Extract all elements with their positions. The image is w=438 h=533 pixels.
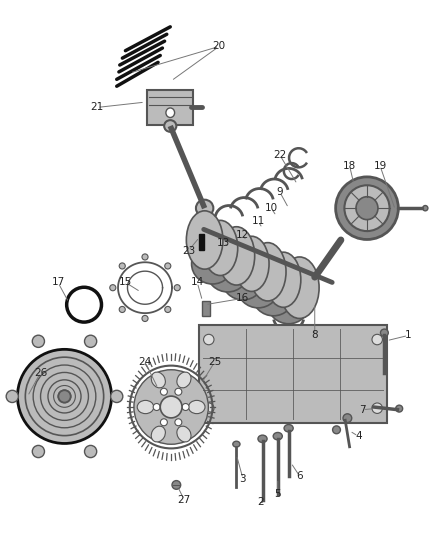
Text: 18: 18 — [343, 161, 356, 171]
Text: 3: 3 — [240, 474, 246, 483]
Ellipse shape — [423, 206, 428, 211]
Text: 5: 5 — [275, 489, 281, 499]
Text: 15: 15 — [119, 277, 132, 287]
Circle shape — [372, 403, 382, 414]
Circle shape — [142, 316, 148, 321]
Circle shape — [119, 306, 125, 312]
Circle shape — [175, 419, 182, 426]
Text: 6: 6 — [296, 471, 303, 481]
Ellipse shape — [203, 220, 238, 276]
Ellipse shape — [266, 252, 301, 308]
Ellipse shape — [188, 400, 205, 414]
Text: 4: 4 — [355, 431, 362, 441]
Ellipse shape — [258, 435, 267, 442]
Circle shape — [110, 285, 116, 291]
Circle shape — [182, 403, 189, 410]
Text: 26: 26 — [34, 368, 47, 377]
Text: 24: 24 — [138, 357, 152, 367]
Ellipse shape — [250, 243, 286, 301]
Text: 20: 20 — [212, 42, 226, 52]
Ellipse shape — [284, 424, 293, 432]
Ellipse shape — [381, 329, 389, 336]
Circle shape — [204, 403, 214, 414]
Ellipse shape — [196, 200, 213, 216]
Text: 19: 19 — [374, 161, 387, 171]
Ellipse shape — [177, 426, 191, 442]
Circle shape — [85, 446, 97, 458]
Circle shape — [160, 419, 167, 426]
Circle shape — [32, 446, 45, 458]
Circle shape — [6, 390, 18, 402]
Ellipse shape — [186, 211, 223, 269]
Ellipse shape — [222, 260, 264, 300]
Text: 11: 11 — [251, 216, 265, 227]
Text: 14: 14 — [191, 277, 204, 287]
Ellipse shape — [344, 185, 389, 231]
Circle shape — [160, 396, 182, 418]
Text: 22: 22 — [273, 150, 286, 160]
Ellipse shape — [356, 197, 378, 220]
Text: 16: 16 — [237, 293, 250, 303]
FancyBboxPatch shape — [147, 91, 193, 125]
Ellipse shape — [137, 400, 154, 414]
Circle shape — [58, 390, 71, 402]
Text: 7: 7 — [359, 405, 366, 415]
Ellipse shape — [273, 432, 283, 440]
Text: 27: 27 — [177, 495, 191, 505]
Ellipse shape — [218, 227, 254, 285]
Ellipse shape — [151, 426, 166, 442]
Ellipse shape — [151, 372, 166, 388]
Ellipse shape — [280, 257, 319, 318]
Circle shape — [119, 263, 125, 269]
Circle shape — [343, 414, 352, 423]
Circle shape — [153, 403, 160, 410]
Text: 2: 2 — [257, 497, 264, 507]
Circle shape — [111, 390, 123, 402]
Ellipse shape — [253, 276, 294, 316]
Ellipse shape — [177, 372, 191, 388]
Text: 10: 10 — [265, 203, 278, 213]
Text: 13: 13 — [217, 238, 230, 248]
Text: 12: 12 — [237, 230, 250, 240]
Circle shape — [372, 334, 382, 345]
Circle shape — [18, 349, 112, 443]
Ellipse shape — [237, 268, 279, 308]
Circle shape — [175, 388, 182, 395]
Circle shape — [174, 285, 180, 291]
Circle shape — [204, 334, 214, 345]
Ellipse shape — [268, 284, 310, 324]
FancyBboxPatch shape — [199, 325, 387, 423]
Text: 17: 17 — [51, 277, 64, 287]
Text: 9: 9 — [277, 187, 283, 197]
Ellipse shape — [234, 236, 269, 292]
Circle shape — [332, 426, 340, 434]
Ellipse shape — [233, 441, 240, 447]
Text: 25: 25 — [208, 357, 221, 367]
Bar — [202, 301, 210, 316]
Text: 1: 1 — [405, 330, 412, 341]
Circle shape — [172, 481, 181, 489]
Circle shape — [165, 263, 171, 269]
Circle shape — [32, 335, 45, 348]
Circle shape — [160, 388, 167, 395]
Ellipse shape — [164, 120, 177, 132]
Ellipse shape — [191, 244, 233, 284]
Ellipse shape — [396, 405, 403, 412]
Circle shape — [134, 370, 208, 445]
Ellipse shape — [336, 177, 398, 239]
Bar — [198, 233, 204, 249]
Circle shape — [165, 306, 171, 312]
Ellipse shape — [166, 108, 175, 117]
Text: 8: 8 — [311, 330, 318, 341]
Ellipse shape — [207, 252, 249, 292]
Circle shape — [85, 335, 97, 348]
Circle shape — [142, 254, 148, 260]
Text: 21: 21 — [91, 102, 104, 112]
Text: 23: 23 — [182, 246, 195, 256]
